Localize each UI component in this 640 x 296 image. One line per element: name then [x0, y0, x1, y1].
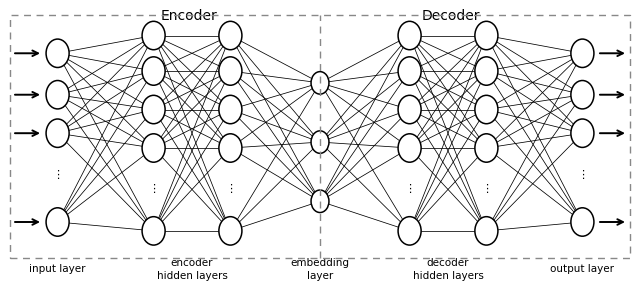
Ellipse shape: [142, 217, 165, 245]
Ellipse shape: [311, 72, 329, 94]
Ellipse shape: [46, 39, 69, 67]
Ellipse shape: [571, 119, 594, 147]
Ellipse shape: [571, 208, 594, 236]
Ellipse shape: [398, 57, 421, 85]
Ellipse shape: [311, 131, 329, 153]
Ellipse shape: [142, 57, 165, 85]
Ellipse shape: [142, 134, 165, 162]
Text: input layer: input layer: [29, 264, 86, 274]
Ellipse shape: [142, 95, 165, 124]
Ellipse shape: [571, 39, 594, 67]
Text: ⋮: ⋮: [404, 184, 415, 194]
Ellipse shape: [475, 95, 498, 124]
Ellipse shape: [398, 95, 421, 124]
Ellipse shape: [475, 21, 498, 50]
Text: decoder
hidden layers: decoder hidden layers: [413, 258, 483, 281]
Ellipse shape: [398, 21, 421, 50]
Ellipse shape: [219, 95, 242, 124]
Ellipse shape: [219, 217, 242, 245]
Text: ⋮: ⋮: [225, 184, 236, 194]
Text: ⋮: ⋮: [52, 170, 63, 180]
Ellipse shape: [219, 134, 242, 162]
Text: encoder
hidden layers: encoder hidden layers: [157, 258, 227, 281]
Ellipse shape: [46, 119, 69, 147]
Text: output layer: output layer: [550, 264, 614, 274]
Text: Encoder: Encoder: [161, 9, 217, 23]
Ellipse shape: [475, 217, 498, 245]
Ellipse shape: [46, 81, 69, 109]
Ellipse shape: [571, 81, 594, 109]
Text: ⋮: ⋮: [148, 184, 159, 194]
Ellipse shape: [398, 134, 421, 162]
Ellipse shape: [475, 134, 498, 162]
Ellipse shape: [219, 57, 242, 85]
Text: Decoder: Decoder: [422, 9, 481, 23]
Ellipse shape: [219, 21, 242, 50]
Ellipse shape: [142, 21, 165, 50]
Text: embedding
layer: embedding layer: [291, 258, 349, 281]
Text: ⋮: ⋮: [481, 184, 492, 194]
Ellipse shape: [475, 57, 498, 85]
Ellipse shape: [398, 217, 421, 245]
Ellipse shape: [311, 190, 329, 213]
Ellipse shape: [46, 208, 69, 236]
Text: ⋮: ⋮: [577, 170, 588, 180]
